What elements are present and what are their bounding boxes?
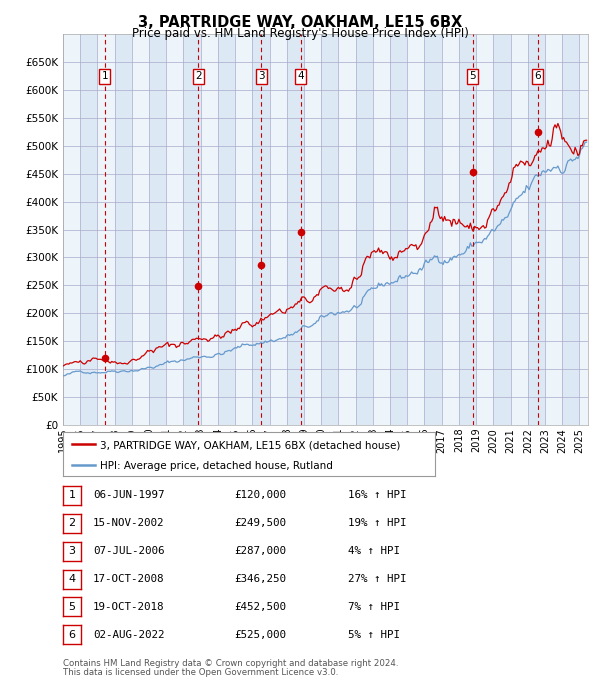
Text: 19% ↑ HPI: 19% ↑ HPI — [348, 518, 407, 528]
Text: Price paid vs. HM Land Registry's House Price Index (HPI): Price paid vs. HM Land Registry's House … — [131, 27, 469, 40]
Text: 3: 3 — [258, 71, 265, 81]
Text: 06-JUN-1997: 06-JUN-1997 — [93, 490, 164, 500]
Bar — [63, 34, 80, 425]
Bar — [235, 34, 253, 425]
Bar — [545, 34, 562, 425]
Bar — [511, 34, 528, 425]
Bar — [407, 34, 424, 425]
Text: £287,000: £287,000 — [234, 546, 286, 556]
Bar — [442, 34, 459, 425]
Text: 19-OCT-2018: 19-OCT-2018 — [93, 602, 164, 612]
Text: £525,000: £525,000 — [234, 630, 286, 640]
Text: 27% ↑ HPI: 27% ↑ HPI — [348, 574, 407, 584]
Text: £249,500: £249,500 — [234, 518, 286, 528]
Bar — [269, 34, 287, 425]
Bar — [166, 34, 184, 425]
Text: HPI: Average price, detached house, Rutland: HPI: Average price, detached house, Rutl… — [100, 461, 333, 471]
Bar — [476, 34, 493, 425]
Text: 5: 5 — [68, 602, 76, 612]
Bar — [97, 34, 115, 425]
Text: 1: 1 — [101, 71, 108, 81]
Bar — [132, 34, 149, 425]
Text: 16% ↑ HPI: 16% ↑ HPI — [348, 490, 407, 500]
Text: £120,000: £120,000 — [234, 490, 286, 500]
Text: 17-OCT-2008: 17-OCT-2008 — [93, 574, 164, 584]
Bar — [580, 34, 596, 425]
Text: 4% ↑ HPI: 4% ↑ HPI — [348, 546, 400, 556]
Text: 02-AUG-2022: 02-AUG-2022 — [93, 630, 164, 640]
Bar — [304, 34, 321, 425]
Text: 3: 3 — [68, 546, 76, 556]
Text: 1: 1 — [68, 490, 76, 500]
Text: 7% ↑ HPI: 7% ↑ HPI — [348, 602, 400, 612]
Text: 6: 6 — [68, 630, 76, 640]
Text: Contains HM Land Registry data © Crown copyright and database right 2024.: Contains HM Land Registry data © Crown c… — [63, 659, 398, 668]
Bar — [373, 34, 390, 425]
Text: 15-NOV-2002: 15-NOV-2002 — [93, 518, 164, 528]
Text: 5: 5 — [469, 71, 476, 81]
Text: £346,250: £346,250 — [234, 574, 286, 584]
Text: 4: 4 — [68, 574, 76, 584]
Bar — [338, 34, 356, 425]
Text: £452,500: £452,500 — [234, 602, 286, 612]
Bar — [201, 34, 218, 425]
Text: 07-JUL-2006: 07-JUL-2006 — [93, 546, 164, 556]
Text: 3, PARTRIDGE WAY, OAKHAM, LE15 6BX: 3, PARTRIDGE WAY, OAKHAM, LE15 6BX — [138, 15, 462, 30]
Text: 3, PARTRIDGE WAY, OAKHAM, LE15 6BX (detached house): 3, PARTRIDGE WAY, OAKHAM, LE15 6BX (deta… — [100, 440, 401, 450]
Text: 6: 6 — [535, 71, 541, 81]
Text: 2: 2 — [68, 518, 76, 528]
Text: 4: 4 — [297, 71, 304, 81]
Text: 5% ↑ HPI: 5% ↑ HPI — [348, 630, 400, 640]
Text: 2: 2 — [195, 71, 202, 81]
Text: This data is licensed under the Open Government Licence v3.0.: This data is licensed under the Open Gov… — [63, 668, 338, 677]
